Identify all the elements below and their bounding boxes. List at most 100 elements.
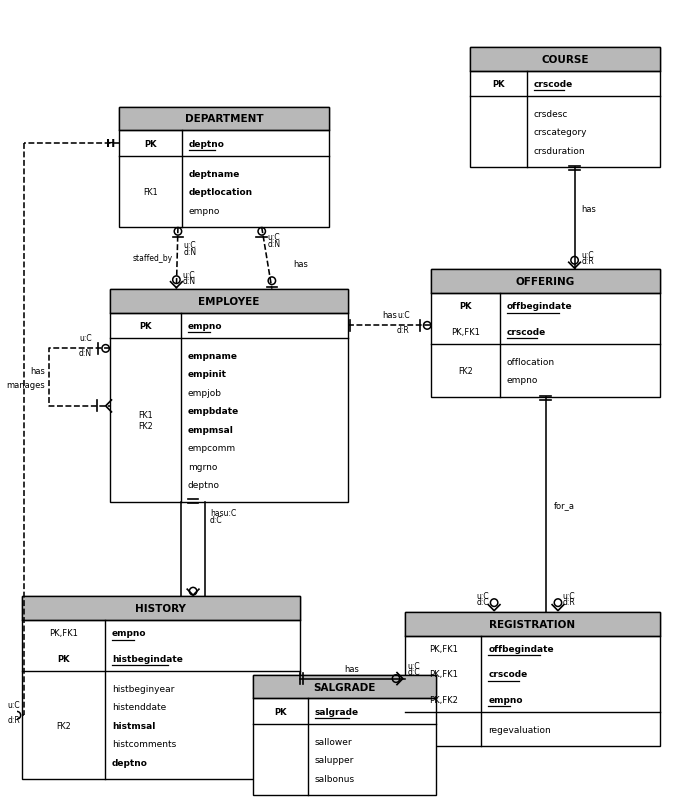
Text: mgrno: mgrno (188, 462, 217, 471)
Bar (110, 290, 348, 502)
Text: d:R: d:R (7, 715, 20, 724)
Text: u:C: u:C (563, 591, 575, 600)
Text: d:C: d:C (408, 666, 420, 676)
Text: OFFERING: OFFERING (516, 277, 575, 287)
Bar (119, 107, 328, 228)
Text: d:R: d:R (397, 326, 410, 335)
Bar (22, 597, 299, 620)
Text: has: has (582, 205, 596, 213)
Bar (253, 674, 436, 699)
Text: salgrade: salgrade (315, 707, 359, 716)
Text: d:N: d:N (268, 240, 281, 249)
Text: u:C: u:C (182, 270, 195, 279)
Text: histbeginyear: histbeginyear (112, 684, 175, 693)
Text: sallower: sallower (315, 737, 352, 746)
Text: histenddate: histenddate (112, 703, 166, 711)
Text: has: has (382, 311, 397, 320)
Text: d:N: d:N (79, 349, 92, 358)
Text: for_a: for_a (553, 500, 574, 509)
Text: staffed_by: staffed_by (133, 254, 173, 263)
Text: PK: PK (144, 140, 157, 148)
Text: COURSE: COURSE (542, 55, 589, 64)
Text: empcomm: empcomm (188, 444, 236, 452)
Text: PK,FK1: PK,FK1 (49, 629, 78, 638)
Text: offbegindate: offbegindate (506, 302, 572, 311)
Text: empno: empno (188, 322, 222, 330)
Text: empjob: empjob (188, 388, 222, 397)
Text: salupper: salupper (315, 755, 354, 764)
Text: empno: empno (489, 695, 523, 704)
Bar (119, 107, 328, 132)
Text: d:R: d:R (563, 597, 575, 606)
Text: SALGRADE: SALGRADE (313, 682, 375, 691)
Text: crscode: crscode (506, 327, 546, 337)
Text: empno: empno (506, 376, 538, 385)
Text: deptno: deptno (112, 758, 148, 767)
Text: u:C: u:C (8, 700, 20, 709)
Text: crscategory: crscategory (534, 128, 587, 137)
Text: DEPARTMENT: DEPARTMENT (185, 115, 264, 124)
Text: PK: PK (139, 322, 152, 330)
Text: u:C: u:C (397, 311, 410, 320)
Text: FK1
FK2: FK1 FK2 (138, 411, 152, 430)
Text: crsduration: crsduration (534, 147, 586, 156)
Text: deptlocation: deptlocation (189, 188, 253, 196)
Text: H: H (106, 139, 115, 149)
Text: empno: empno (112, 629, 146, 638)
Text: deptno: deptno (188, 480, 220, 489)
Text: has: has (345, 664, 359, 673)
Text: offbegindate: offbegindate (489, 644, 554, 653)
Text: manages: manages (6, 380, 46, 389)
Text: crscode: crscode (534, 79, 573, 89)
Bar (22, 597, 299, 780)
Text: histmsal: histmsal (112, 721, 155, 730)
Text: has: has (293, 260, 308, 269)
Text: PK: PK (57, 654, 70, 663)
Text: deptname: deptname (189, 169, 240, 178)
Bar (405, 612, 660, 747)
Text: histcomments: histcomments (112, 739, 176, 748)
Text: regevaluation: regevaluation (489, 725, 551, 734)
Bar (431, 270, 660, 398)
Bar (470, 47, 660, 71)
Text: salbonus: salbonus (315, 774, 355, 783)
Text: FK2: FK2 (458, 367, 473, 375)
Bar (405, 612, 660, 636)
Text: crsdesc: crsdesc (534, 110, 569, 119)
Text: PK,FK1: PK,FK1 (428, 644, 457, 653)
Bar (253, 674, 436, 796)
Text: u:C: u:C (477, 591, 489, 600)
Text: histbegindate: histbegindate (112, 654, 183, 663)
Text: PK,FK1: PK,FK1 (451, 327, 480, 337)
Bar (110, 290, 348, 314)
Text: crscode: crscode (489, 670, 527, 678)
Text: PK,FK1: PK,FK1 (428, 670, 457, 678)
Text: PK,FK2: PK,FK2 (428, 695, 457, 704)
Text: EMPLOYEE: EMPLOYEE (198, 296, 259, 306)
Bar (431, 270, 660, 294)
Text: PK: PK (459, 302, 472, 311)
Text: d:C: d:C (210, 515, 223, 525)
Text: hasu:C: hasu:C (210, 508, 236, 517)
Text: empinit: empinit (188, 370, 227, 379)
Text: deptno: deptno (189, 140, 225, 148)
Bar (470, 47, 660, 168)
Text: u:C: u:C (79, 334, 92, 343)
Text: u:C: u:C (408, 661, 420, 670)
Text: u:C: u:C (582, 251, 594, 260)
Text: d:C: d:C (477, 597, 489, 606)
Text: d:N: d:N (182, 277, 195, 286)
Text: HISTORY: HISTORY (135, 603, 186, 614)
Text: d:R: d:R (582, 257, 594, 266)
Text: PK: PK (493, 79, 505, 89)
Text: empname: empname (188, 351, 238, 360)
Text: d:N: d:N (184, 248, 197, 257)
Text: offlocation: offlocation (506, 358, 555, 367)
Text: has: has (30, 367, 46, 375)
Text: u:C: u:C (268, 233, 280, 242)
Text: FK2: FK2 (56, 721, 71, 730)
Text: empmsal: empmsal (188, 425, 234, 434)
Text: empbdate: empbdate (188, 407, 239, 415)
Text: u:C: u:C (184, 241, 197, 250)
Text: empno: empno (189, 206, 220, 215)
